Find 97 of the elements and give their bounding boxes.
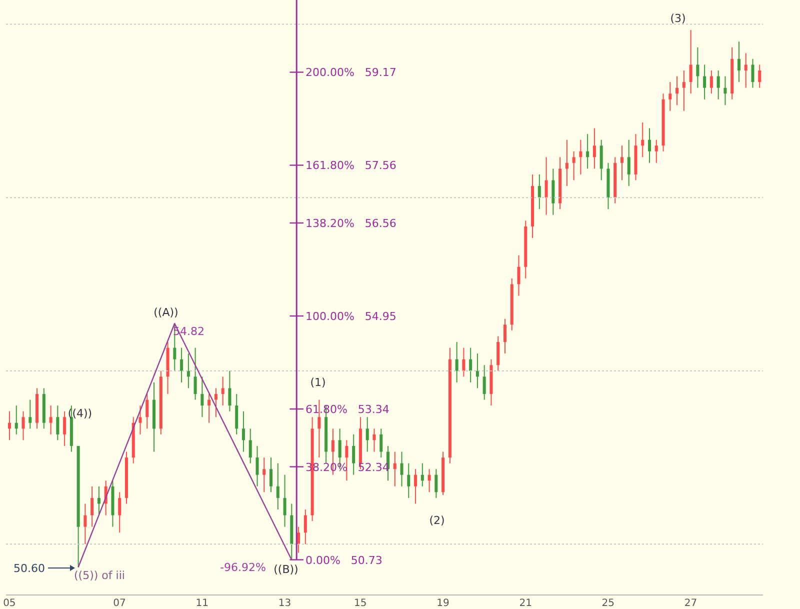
candlestick bbox=[228, 370, 232, 412]
candlestick bbox=[737, 41, 740, 83]
candlestick bbox=[393, 451, 396, 487]
candlestick bbox=[654, 139, 658, 164]
candlestick bbox=[676, 76, 679, 106]
candlestick bbox=[682, 70, 686, 112]
candlestick bbox=[482, 364, 486, 400]
annotation: (1) bbox=[310, 376, 326, 389]
candlestick bbox=[304, 509, 307, 545]
candlestick bbox=[63, 410, 66, 446]
candlestick bbox=[84, 503, 87, 545]
candlestick bbox=[434, 468, 438, 498]
candlestick bbox=[414, 468, 418, 504]
candlestick bbox=[97, 486, 100, 516]
candlestick bbox=[620, 145, 624, 181]
candlestick bbox=[366, 416, 369, 452]
candlestick bbox=[538, 174, 541, 210]
candlestick bbox=[22, 410, 25, 441]
candlestick bbox=[138, 405, 142, 435]
candlestick bbox=[600, 139, 603, 181]
ref-line-label: 161.80% 57.56 bbox=[305, 159, 396, 172]
candlestick bbox=[716, 70, 720, 100]
candlestick bbox=[372, 428, 376, 452]
candlestick bbox=[276, 462, 280, 510]
annotation: ((A)) bbox=[154, 306, 178, 319]
annotation: 50.60 bbox=[14, 562, 45, 575]
candlestick bbox=[496, 336, 500, 372]
ref-line-label: 0.00% 50.73 bbox=[305, 554, 382, 567]
candlestick bbox=[49, 405, 52, 435]
x-tick-label: 27 bbox=[684, 598, 698, 609]
x-tick-label: 07 bbox=[113, 598, 126, 609]
candlestick bbox=[648, 128, 652, 164]
candlestick bbox=[208, 393, 211, 424]
candlestick bbox=[428, 468, 431, 493]
x-tick-label: 15 bbox=[354, 598, 367, 609]
candlestick bbox=[592, 128, 596, 170]
candlestick bbox=[751, 58, 754, 88]
candlestick bbox=[248, 428, 252, 464]
candlestick bbox=[28, 399, 32, 430]
candlestick bbox=[420, 462, 424, 487]
candlestick bbox=[180, 347, 184, 383]
x-tick-label: 19 bbox=[436, 598, 450, 609]
candlestick bbox=[186, 353, 190, 389]
candlestick bbox=[552, 168, 555, 216]
ref-line-label: 138.20% 56.56 bbox=[305, 216, 396, 230]
candlestick bbox=[758, 64, 762, 88]
annotation: (3) bbox=[670, 12, 686, 25]
x-tick-label: 21 bbox=[519, 598, 532, 609]
candlestick bbox=[235, 393, 238, 435]
candlestick bbox=[710, 70, 713, 94]
candlestick bbox=[724, 76, 727, 106]
candlestick bbox=[696, 46, 700, 88]
candlestick bbox=[221, 376, 224, 406]
annotation: ((B)) bbox=[274, 563, 298, 576]
candlestick bbox=[194, 347, 197, 400]
x-tick-label: 05 bbox=[3, 598, 16, 609]
candlestick bbox=[400, 451, 404, 487]
x-tick-label: 13 bbox=[278, 598, 292, 609]
candlestick bbox=[462, 347, 466, 378]
candlestick bbox=[579, 139, 582, 175]
candlestick bbox=[668, 82, 672, 112]
candlestick bbox=[56, 405, 60, 441]
candlestick bbox=[200, 376, 204, 418]
candlestick bbox=[256, 445, 259, 487]
candlestick bbox=[503, 318, 506, 354]
x-tick-label: 11 bbox=[196, 598, 208, 609]
candlestick bbox=[744, 52, 748, 88]
candlestick bbox=[586, 134, 590, 170]
candlestick bbox=[146, 393, 149, 430]
candlestick bbox=[627, 139, 630, 187]
candlestick bbox=[14, 405, 18, 435]
annotation: ((5)) of iii bbox=[74, 569, 125, 582]
candlestick bbox=[270, 457, 273, 493]
candlestick bbox=[517, 254, 520, 296]
candlestick bbox=[380, 428, 383, 458]
candlestick bbox=[118, 492, 122, 534]
candlestick bbox=[8, 410, 11, 441]
ref-line-label: 200.00% 59.17 bbox=[305, 66, 396, 80]
candlestick bbox=[641, 122, 644, 158]
candlestick bbox=[572, 150, 576, 181]
candlestick bbox=[544, 156, 548, 216]
candlestick bbox=[703, 64, 706, 100]
candlestick bbox=[283, 474, 286, 528]
candlestick bbox=[689, 30, 692, 94]
candlestick bbox=[262, 457, 266, 493]
candlestick bbox=[242, 410, 245, 452]
annotation: -96.92% bbox=[220, 561, 266, 574]
candlestick bbox=[469, 347, 472, 383]
annotation: (2) bbox=[429, 514, 445, 527]
candlestick bbox=[214, 388, 218, 418]
candlestick bbox=[476, 353, 479, 389]
candlestick bbox=[565, 139, 568, 187]
candlestick bbox=[455, 341, 458, 383]
x-tick-label: 25 bbox=[602, 598, 615, 609]
ref-line-label: 100.00% 54.95 bbox=[305, 310, 396, 323]
candlestick bbox=[90, 486, 94, 528]
candlestick bbox=[407, 462, 410, 498]
